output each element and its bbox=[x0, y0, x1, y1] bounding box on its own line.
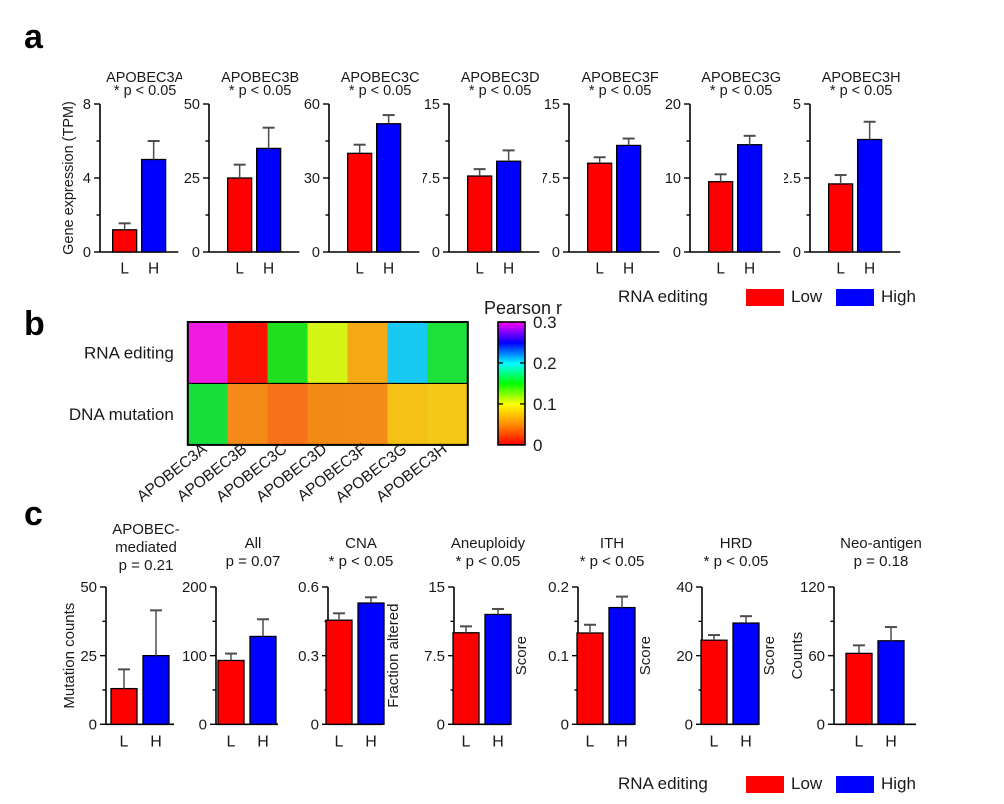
svg-text:RNA editing: RNA editing bbox=[618, 287, 708, 306]
svg-text:H: H bbox=[885, 733, 897, 750]
svg-text:H: H bbox=[257, 733, 269, 750]
svg-text:Aneuploidy: Aneuploidy bbox=[451, 535, 526, 552]
svg-text:H: H bbox=[365, 733, 377, 750]
svg-text:L: L bbox=[710, 733, 719, 750]
svg-text:p = 0.18: p = 0.18 bbox=[854, 553, 909, 570]
svg-text:60: 60 bbox=[808, 648, 825, 665]
svg-text:Neo-antigen: Neo-antigen bbox=[840, 535, 922, 552]
svg-text:HRD: HRD bbox=[720, 535, 753, 552]
svg-text:p = 0.21: p = 0.21 bbox=[119, 557, 174, 574]
svg-text:L: L bbox=[335, 733, 344, 750]
svg-text:L: L bbox=[855, 733, 864, 750]
svg-text:200: 200 bbox=[182, 579, 207, 596]
svg-text:Score: Score bbox=[513, 636, 530, 675]
svg-text:0: 0 bbox=[561, 716, 569, 733]
svg-text:H: H bbox=[740, 733, 752, 750]
svg-text:0.1: 0.1 bbox=[548, 648, 569, 665]
svg-text:0: 0 bbox=[89, 716, 97, 733]
svg-text:High: High bbox=[881, 287, 916, 306]
svg-text:RNA editing: RNA editing bbox=[84, 344, 174, 363]
svg-text:H: H bbox=[150, 733, 162, 750]
svg-text:RNA editing: RNA editing bbox=[618, 774, 708, 793]
svg-text:H: H bbox=[616, 733, 628, 750]
svg-text:L: L bbox=[120, 733, 129, 750]
svg-text:0.2: 0.2 bbox=[548, 579, 569, 596]
svg-text:0.3: 0.3 bbox=[533, 313, 557, 332]
svg-text:0.3: 0.3 bbox=[298, 648, 319, 665]
svg-text:Mutation counts: Mutation counts bbox=[62, 603, 78, 709]
svg-text:0.1: 0.1 bbox=[533, 395, 557, 414]
svg-text:Score: Score bbox=[637, 636, 654, 675]
svg-text:* p < 0.05: * p < 0.05 bbox=[329, 553, 394, 570]
svg-text:All: All bbox=[245, 535, 262, 552]
svg-text:mediated: mediated bbox=[115, 539, 177, 556]
svg-text:Low: Low bbox=[791, 287, 823, 306]
svg-text:0.6: 0.6 bbox=[298, 579, 319, 596]
svg-text:0: 0 bbox=[533, 436, 542, 455]
svg-text:H: H bbox=[492, 733, 504, 750]
svg-text:0.2: 0.2 bbox=[533, 354, 557, 373]
svg-text:CNA: CNA bbox=[345, 535, 377, 552]
svg-text:L: L bbox=[227, 733, 236, 750]
svg-text:20: 20 bbox=[676, 648, 693, 665]
svg-text:* p < 0.05: * p < 0.05 bbox=[704, 553, 769, 570]
svg-text:L: L bbox=[462, 733, 471, 750]
svg-text:50: 50 bbox=[80, 579, 97, 596]
svg-text:25: 25 bbox=[80, 648, 97, 665]
svg-text:DNA mutation: DNA mutation bbox=[69, 405, 174, 424]
svg-text:L: L bbox=[586, 733, 595, 750]
svg-text:15: 15 bbox=[428, 579, 445, 596]
svg-text:120: 120 bbox=[800, 579, 825, 596]
svg-text:0: 0 bbox=[199, 716, 207, 733]
svg-text:Low: Low bbox=[791, 774, 823, 793]
svg-text:APOBEC-: APOBEC- bbox=[112, 521, 180, 538]
svg-text:High: High bbox=[881, 774, 916, 793]
svg-text:0: 0 bbox=[437, 716, 445, 733]
svg-text:7.5: 7.5 bbox=[424, 648, 445, 665]
svg-text:p = 0.07: p = 0.07 bbox=[226, 553, 281, 570]
svg-text:100: 100 bbox=[182, 648, 207, 665]
svg-text:40: 40 bbox=[676, 579, 693, 596]
svg-text:* p < 0.05: * p < 0.05 bbox=[580, 553, 645, 570]
svg-text:ITH: ITH bbox=[600, 535, 624, 552]
svg-text:Score: Score bbox=[761, 636, 778, 675]
svg-text:0: 0 bbox=[311, 716, 319, 733]
svg-text:0: 0 bbox=[685, 716, 693, 733]
svg-text:* p < 0.05: * p < 0.05 bbox=[456, 553, 521, 570]
svg-text:Counts: Counts bbox=[790, 632, 806, 680]
svg-text:Fraction altered: Fraction altered bbox=[385, 604, 402, 708]
svg-text:0: 0 bbox=[817, 716, 825, 733]
